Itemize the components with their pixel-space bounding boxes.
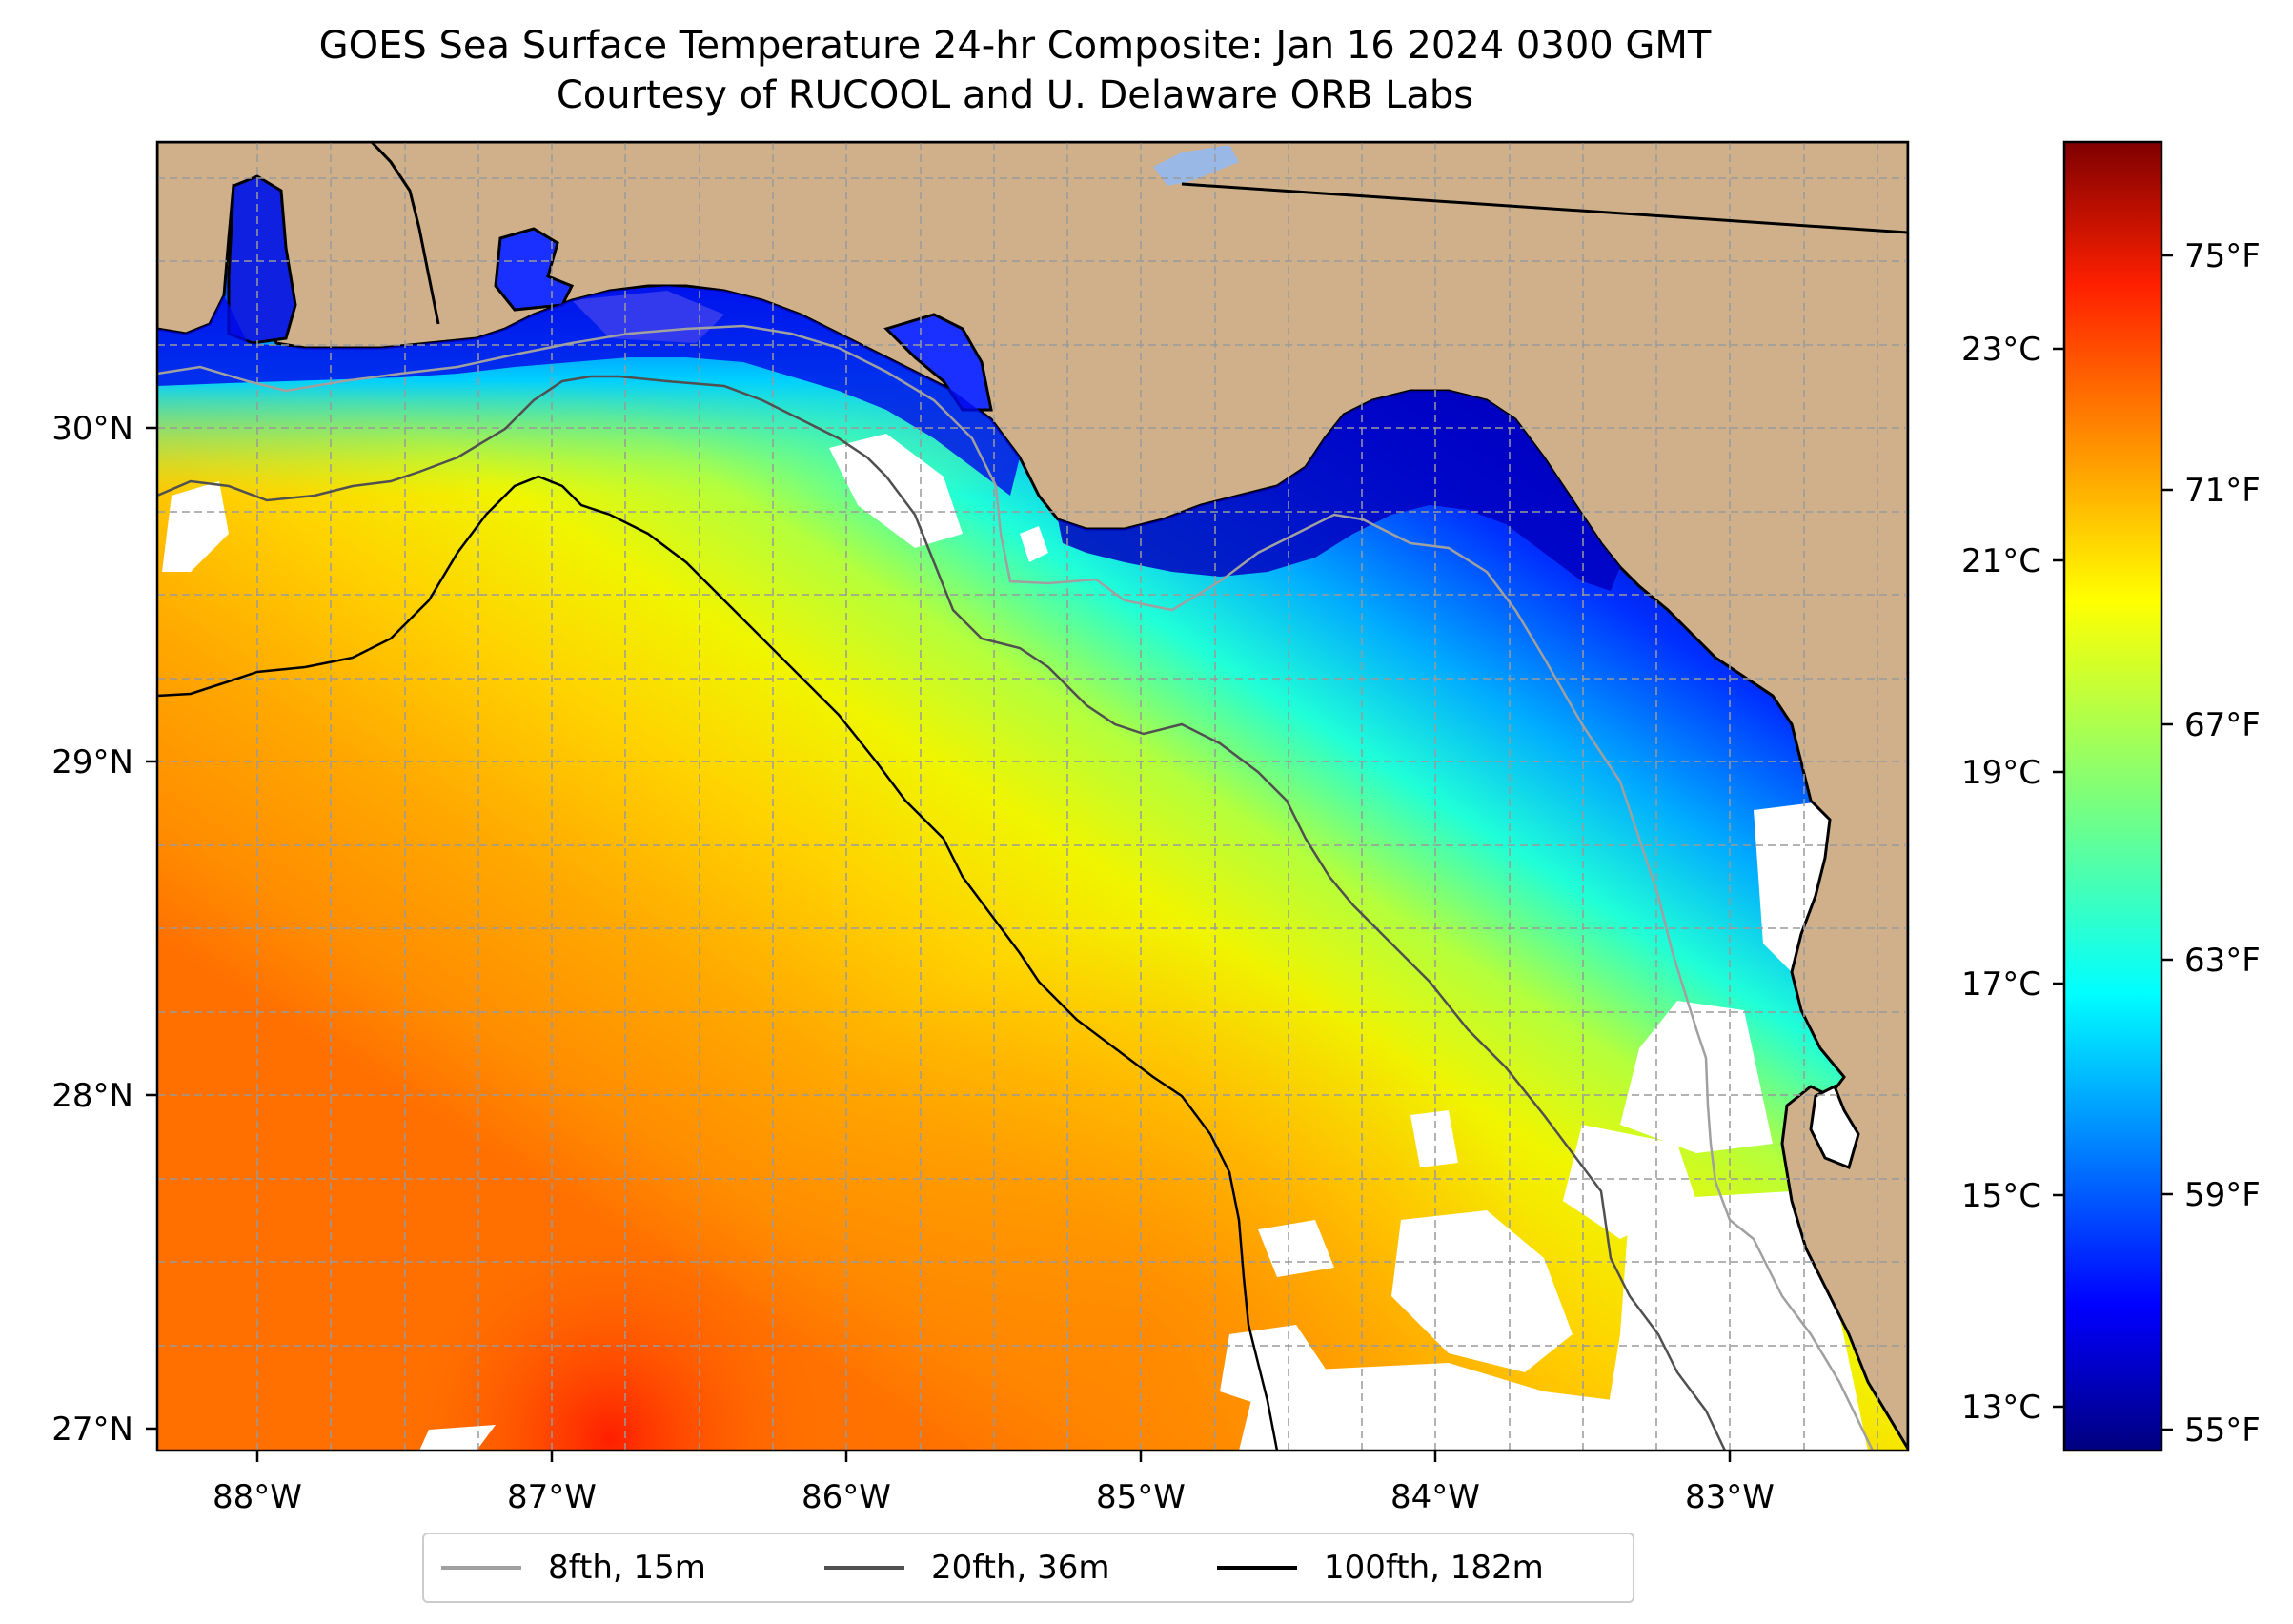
legend-label: 20fth, 36m (931, 1549, 1110, 1587)
map-frame (155, 140, 1910, 1452)
pensacola-bay (494, 227, 575, 312)
coastal-cold-band (1058, 391, 1620, 591)
lon-label: 88°W (213, 1478, 302, 1516)
colorbar-gradient (2062, 140, 2163, 1452)
tampa-bay (1809, 1084, 1860, 1170)
colorbar-celsius-label: 13°C (1961, 1389, 2041, 1427)
colorbar-celsius-label: 15°C (1961, 1177, 2041, 1215)
lat-label: 27°N (51, 1411, 133, 1449)
no-data-patches (162, 291, 1868, 1451)
st-andrews-bay (883, 313, 993, 412)
colorbar-fahrenheit-label: 67°F (2184, 706, 2261, 744)
longitude-labels: 88°W 87°W 86°W 85°W 84°W 83°W (213, 1478, 1775, 1516)
state-border-line (1181, 182, 1908, 234)
isobath-20fth (157, 375, 1727, 1451)
lon-label: 84°W (1390, 1478, 1480, 1516)
map-panel (157, 142, 1908, 1451)
colorbar-fahrenheit-label: 63°F (2184, 942, 2261, 980)
isobath-8fth (157, 324, 1875, 1451)
legend-item-100fth: 100fth, 182m (1217, 1534, 1544, 1601)
legend-label: 100fth, 182m (1324, 1549, 1544, 1587)
colorbar-celsius-label: 19°C (1961, 754, 2041, 792)
sst-hotspot (157, 1144, 1206, 1451)
legend-line-icon (1217, 1566, 1297, 1570)
lon-label: 87°W (507, 1478, 597, 1516)
al-fl-border (370, 142, 440, 325)
colorbar-fahrenheit-label: 59°F (2184, 1176, 2261, 1214)
lat-label: 28°N (51, 1077, 133, 1115)
lon-label: 86°W (802, 1478, 891, 1516)
lon-label: 85°W (1096, 1478, 1186, 1516)
lon-label: 83°W (1685, 1478, 1775, 1516)
lat-label: 30°N (51, 410, 133, 448)
map-subtitle: Courtesy of RUCOOL and U. Delaware ORB L… (556, 73, 1474, 117)
colorbar-celsius-label: 21°C (1961, 542, 2041, 580)
gridlines (157, 142, 1908, 1451)
lake-blue (1153, 145, 1239, 186)
colorbar: 13°C 15°C 17°C 19°C 21°C 23°C 55°F 59°F … (1961, 140, 2261, 1452)
colorbar-celsius-label: 23°C (1961, 331, 2041, 369)
colorbar-fahrenheit-label: 75°F (2184, 237, 2261, 275)
isobath-legend: 8fth, 15m 20fth, 36m 100fth, 182m (422, 1533, 1634, 1603)
legend-line-icon (441, 1566, 521, 1570)
lat-label: 29°N (51, 743, 133, 782)
isobath-100fth (157, 475, 1279, 1451)
latitude-labels: 27°N 28°N 29°N 30°N (51, 410, 133, 1449)
legend-line-icon (824, 1566, 904, 1570)
legend-item-8fth: 8fth, 15m (441, 1534, 706, 1601)
map-title: GOES Sea Surface Temperature 24-hr Compo… (318, 24, 1712, 68)
legend-label: 8fth, 15m (548, 1549, 706, 1587)
colorbar-fahrenheit-label: 55°F (2184, 1411, 2261, 1450)
axis-ticks (146, 426, 1732, 1462)
legend-item-20fth: 20fth, 36m (824, 1534, 1110, 1601)
colorbar-fahrenheit-label: 71°F (2184, 472, 2261, 510)
colorbar-celsius-label: 17°C (1961, 965, 2041, 1004)
